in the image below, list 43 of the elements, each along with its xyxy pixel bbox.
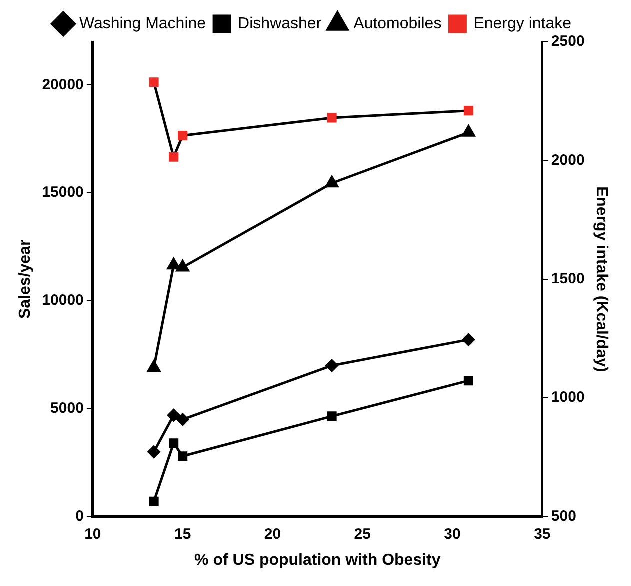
y-axis-title: Sales/year bbox=[17, 240, 34, 319]
legend-label: Automobiles bbox=[354, 15, 442, 32]
x-axis-title: % of US population with Obesity bbox=[194, 552, 441, 569]
x-tick-label: 35 bbox=[534, 526, 551, 543]
point bbox=[176, 413, 190, 426]
y2-tick-label: 1500 bbox=[551, 270, 585, 288]
y-tick-label: 10000 bbox=[42, 292, 84, 310]
point bbox=[327, 412, 337, 422]
x-tick-label: 15 bbox=[174, 526, 192, 543]
point bbox=[462, 334, 475, 346]
point bbox=[464, 376, 474, 386]
x-tick-label: 30 bbox=[444, 526, 461, 543]
point bbox=[148, 446, 160, 458]
y-tick-label: 15000 bbox=[42, 184, 84, 202]
y2-tick-label: 500 bbox=[551, 508, 576, 525]
x-tick-label: 10 bbox=[84, 526, 102, 543]
point bbox=[176, 260, 190, 272]
x-tick-label: 25 bbox=[354, 526, 371, 543]
point bbox=[326, 176, 338, 188]
x-tick-label: 20 bbox=[264, 526, 282, 543]
point bbox=[326, 359, 338, 372]
point bbox=[167, 258, 180, 270]
y-tick-label: 0 bbox=[76, 508, 84, 525]
legend-label: Dishwasher bbox=[238, 15, 322, 32]
point bbox=[169, 152, 179, 162]
point bbox=[149, 78, 159, 88]
point bbox=[169, 438, 179, 448]
y2-tick-label: 1000 bbox=[551, 389, 585, 406]
y2-tick-label: 2500 bbox=[551, 33, 585, 50]
legend-label: Energy intake bbox=[474, 15, 572, 32]
y-tick-label: 5000 bbox=[50, 400, 84, 418]
y2-axis-title: Energy intake (Kcal/day) bbox=[592, 186, 610, 372]
point bbox=[149, 496, 159, 506]
point bbox=[462, 125, 476, 137]
y2-tick-label: 2000 bbox=[551, 152, 585, 169]
point bbox=[327, 113, 337, 123]
y-tick-label: 20000 bbox=[42, 76, 84, 94]
point bbox=[178, 130, 188, 141]
point bbox=[464, 106, 474, 116]
point bbox=[148, 360, 160, 372]
legend-label: Washing Machine bbox=[79, 15, 206, 32]
point bbox=[168, 409, 180, 422]
point bbox=[178, 452, 188, 462]
